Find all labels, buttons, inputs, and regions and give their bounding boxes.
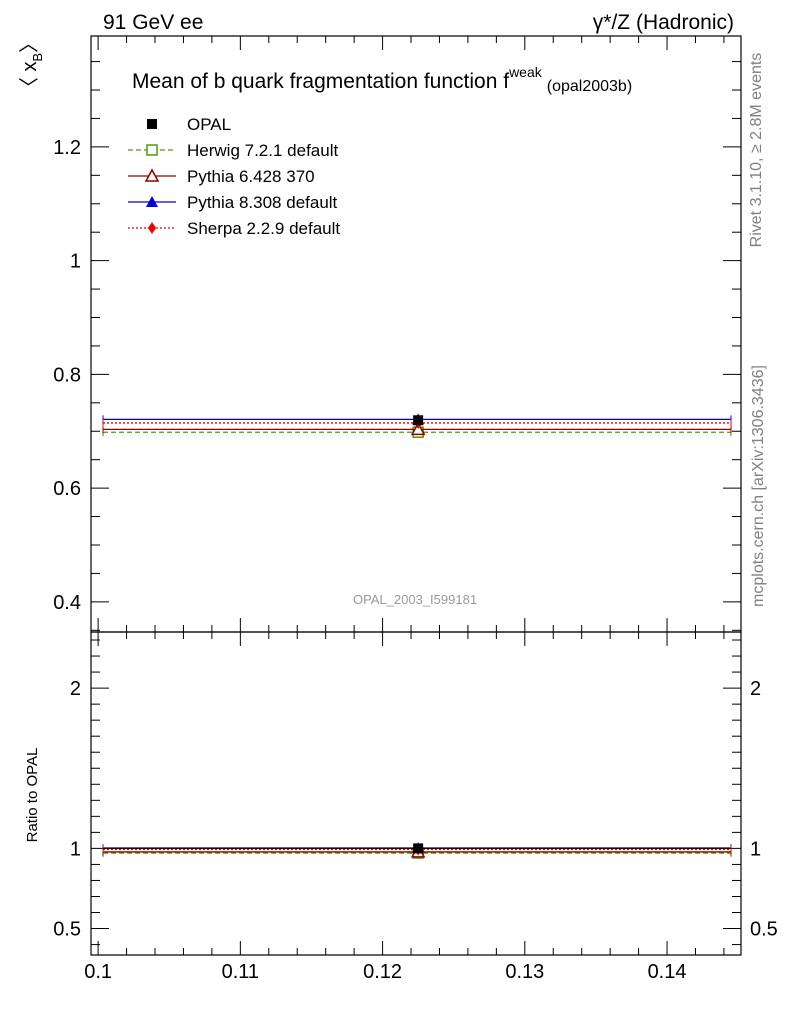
ratio-y-tick-label-right: 1 xyxy=(750,838,761,860)
svg-text:〈 xB〉: 〈 xB〉 xyxy=(19,33,45,97)
mcplots-label: mcplots.cern.ch [arXiv:1306.3436] xyxy=(750,365,767,607)
y-axis-label-subscript: B xyxy=(30,53,45,62)
series-point-opal xyxy=(413,415,424,426)
x-tick-label: 0.14 xyxy=(648,961,687,983)
chart-title-suffix: (opal2003b) xyxy=(547,78,632,95)
legend: OPAL Herwig 7.2.1 default Pythia 6.428 370… xyxy=(128,115,340,238)
ratio-y-tick-label-left: 2 xyxy=(70,678,81,700)
legend-label-herwig-7-2-1-default: Herwig 7.2.1 default xyxy=(187,141,338,160)
legend-label-pythia-8-308-default: Pythia 8.308 default xyxy=(187,193,338,212)
svg-text:mcplots.cern.ch [arXiv:1306.34: mcplots.cern.ch [arXiv:1306.3436] xyxy=(750,365,767,607)
chart-title: Mean of b quark fragmentation function f… xyxy=(132,64,632,95)
legend-label-opal: OPAL xyxy=(187,115,231,134)
main-series-group xyxy=(102,413,732,438)
svg-text:Rivet 3.1.10, ≥ 2.8M events: Rivet 3.1.10, ≥ 2.8M events xyxy=(748,53,765,248)
y-tick-label: 1 xyxy=(70,251,81,273)
y-axis-label-close: 〉 xyxy=(19,33,41,53)
legend-marker-opal xyxy=(147,119,157,129)
y-tick-label: 1.2 xyxy=(53,137,81,159)
ratio-series-group xyxy=(102,842,732,859)
ratio-y-tick-label-right: 0.5 xyxy=(750,919,778,941)
header-right: γ*/Z (Hadronic) xyxy=(593,11,734,34)
axis-ticks: 0.1 0.11 0.12 0.13 0.14 0.4 0.6 0.8 1 1.2 0.5 0.5 1 1… xyxy=(53,36,778,983)
ratio-y-tick-label-left: 1 xyxy=(70,838,81,860)
y-tick-label: 0.4 xyxy=(53,592,81,614)
ratio-point-opal xyxy=(413,843,424,854)
ratio-y-axis-label: Ratio to OPAL xyxy=(24,748,41,843)
header-left: 91 GeV ee xyxy=(103,11,203,34)
ratio-plot-frame xyxy=(90,631,742,956)
y-tick-label: 0.6 xyxy=(53,478,81,500)
svg-text:Ratio to OPAL: Ratio to OPAL xyxy=(24,748,41,843)
rivet-label: Rivet 3.1.10, ≥ 2.8M events xyxy=(748,53,765,248)
legend-marker-pythia-8-308-default xyxy=(146,196,158,207)
legend-marker-herwig-7-2-1-default xyxy=(146,144,158,156)
x-tick-label: 0.1 xyxy=(84,961,112,983)
ratio-y-tick-label-left: 0.5 xyxy=(53,919,81,941)
x-tick-label: 0.13 xyxy=(505,961,544,983)
y-axis-label: 〈 xB〉 xyxy=(19,33,45,97)
ratio-y-tick-label-right: 2 xyxy=(750,678,761,700)
legend-label-pythia-6-428-370: Pythia 6.428 370 xyxy=(187,167,315,186)
chart-title-text: Mean of b quark fragmentation function f xyxy=(132,70,509,93)
x-tick-label: 0.11 xyxy=(222,961,259,983)
legend-label-sherpa-2-2-9-default: Sherpa 2.2.9 default xyxy=(187,219,340,238)
legend-marker-pythia-6-428-370 xyxy=(144,168,160,182)
legend-marker-sherpa-2-2-9-default xyxy=(148,222,156,234)
y-axis-label-text: 〈 x xyxy=(19,62,41,98)
y-tick-label: 0.8 xyxy=(53,364,81,386)
x-tick-label: 0.12 xyxy=(363,961,402,983)
analysis-id: OPAL_2003_I599181 xyxy=(353,592,477,607)
chart-title-superscript: weak xyxy=(508,64,543,80)
